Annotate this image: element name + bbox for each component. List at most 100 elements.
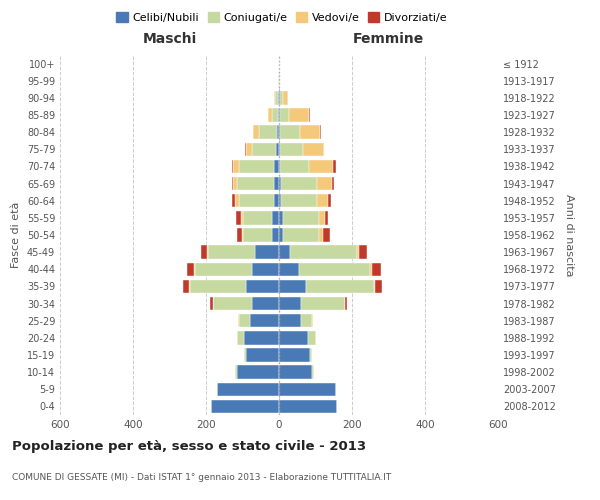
Bar <box>251 262 279 276</box>
Bar <box>280 91 283 104</box>
Bar <box>276 142 279 156</box>
Bar <box>250 314 279 328</box>
Bar <box>245 142 246 156</box>
Bar <box>217 382 279 396</box>
Bar <box>279 108 280 122</box>
Bar <box>279 160 280 173</box>
Bar <box>279 194 281 207</box>
Bar <box>279 314 301 328</box>
Bar <box>301 297 344 310</box>
Bar <box>279 382 335 396</box>
Bar <box>232 177 233 190</box>
Bar <box>344 297 346 310</box>
Bar <box>300 126 320 139</box>
Bar <box>325 211 328 224</box>
Bar <box>272 108 278 122</box>
Bar <box>246 348 279 362</box>
Bar <box>253 142 276 156</box>
Bar <box>317 194 328 207</box>
Bar <box>235 366 237 379</box>
Bar <box>279 400 337 413</box>
Bar <box>268 108 272 122</box>
Text: Femmine: Femmine <box>353 32 424 46</box>
Bar <box>237 366 279 379</box>
Bar <box>272 228 279 241</box>
Bar <box>312 366 314 379</box>
Bar <box>278 108 279 122</box>
Bar <box>278 74 279 88</box>
Bar <box>255 246 279 259</box>
Bar <box>277 126 279 139</box>
Bar <box>190 280 246 293</box>
Bar <box>239 160 274 173</box>
Bar <box>237 331 244 344</box>
Bar <box>281 194 317 207</box>
Bar <box>309 160 332 173</box>
Bar <box>374 280 382 293</box>
Bar <box>279 142 280 156</box>
Text: Maschi: Maschi <box>142 32 197 46</box>
Bar <box>279 126 280 139</box>
Bar <box>280 126 300 139</box>
Bar <box>246 142 253 156</box>
Bar <box>209 297 212 310</box>
Bar <box>279 91 280 104</box>
Y-axis label: Fasce di età: Fasce di età <box>11 202 21 268</box>
Bar <box>372 262 381 276</box>
Bar <box>214 297 251 310</box>
Bar <box>279 211 283 224</box>
Bar <box>304 142 323 156</box>
Bar <box>332 177 334 190</box>
Bar <box>251 297 279 310</box>
Bar <box>279 74 280 88</box>
Bar <box>317 177 332 190</box>
Bar <box>232 160 233 173</box>
Bar <box>274 160 279 173</box>
Bar <box>323 228 330 241</box>
Bar <box>238 314 239 328</box>
Text: COMUNE DI GESSATE (MI) - Dati ISTAT 1° gennaio 2013 - Elaborazione TUTTITALIA.IT: COMUNE DI GESSATE (MI) - Dati ISTAT 1° g… <box>12 473 391 482</box>
Bar <box>207 246 208 259</box>
Bar <box>281 177 317 190</box>
Bar <box>280 160 309 173</box>
Bar <box>195 262 251 276</box>
Bar <box>283 228 319 241</box>
Bar <box>187 262 194 276</box>
Bar <box>308 331 316 344</box>
Bar <box>184 280 189 293</box>
Bar <box>236 211 241 224</box>
Bar <box>283 211 319 224</box>
Bar <box>279 366 312 379</box>
Bar <box>279 246 290 259</box>
Bar <box>319 228 323 241</box>
Bar <box>359 246 367 259</box>
Bar <box>309 108 310 122</box>
Bar <box>279 331 308 344</box>
Bar <box>208 246 255 259</box>
Bar <box>279 348 310 362</box>
Bar <box>323 142 324 156</box>
Bar <box>272 211 279 224</box>
Bar <box>279 262 299 276</box>
Text: Popolazione per età, sesso e stato civile - 2013: Popolazione per età, sesso e stato civil… <box>12 440 366 453</box>
Bar <box>242 211 272 224</box>
Bar <box>246 280 279 293</box>
Bar <box>280 142 304 156</box>
Bar <box>275 91 278 104</box>
Bar <box>212 297 214 310</box>
Bar <box>200 246 207 259</box>
Bar <box>289 108 309 122</box>
Bar <box>233 160 239 173</box>
Bar <box>279 280 307 293</box>
Bar <box>370 262 372 276</box>
Bar <box>274 194 279 207</box>
Bar <box>299 262 370 276</box>
Bar <box>259 126 277 139</box>
Bar <box>237 177 274 190</box>
Bar <box>233 177 237 190</box>
Bar <box>278 91 279 104</box>
Bar <box>242 228 272 241</box>
Bar <box>280 108 289 122</box>
Bar <box>211 400 279 413</box>
Bar <box>274 177 279 190</box>
